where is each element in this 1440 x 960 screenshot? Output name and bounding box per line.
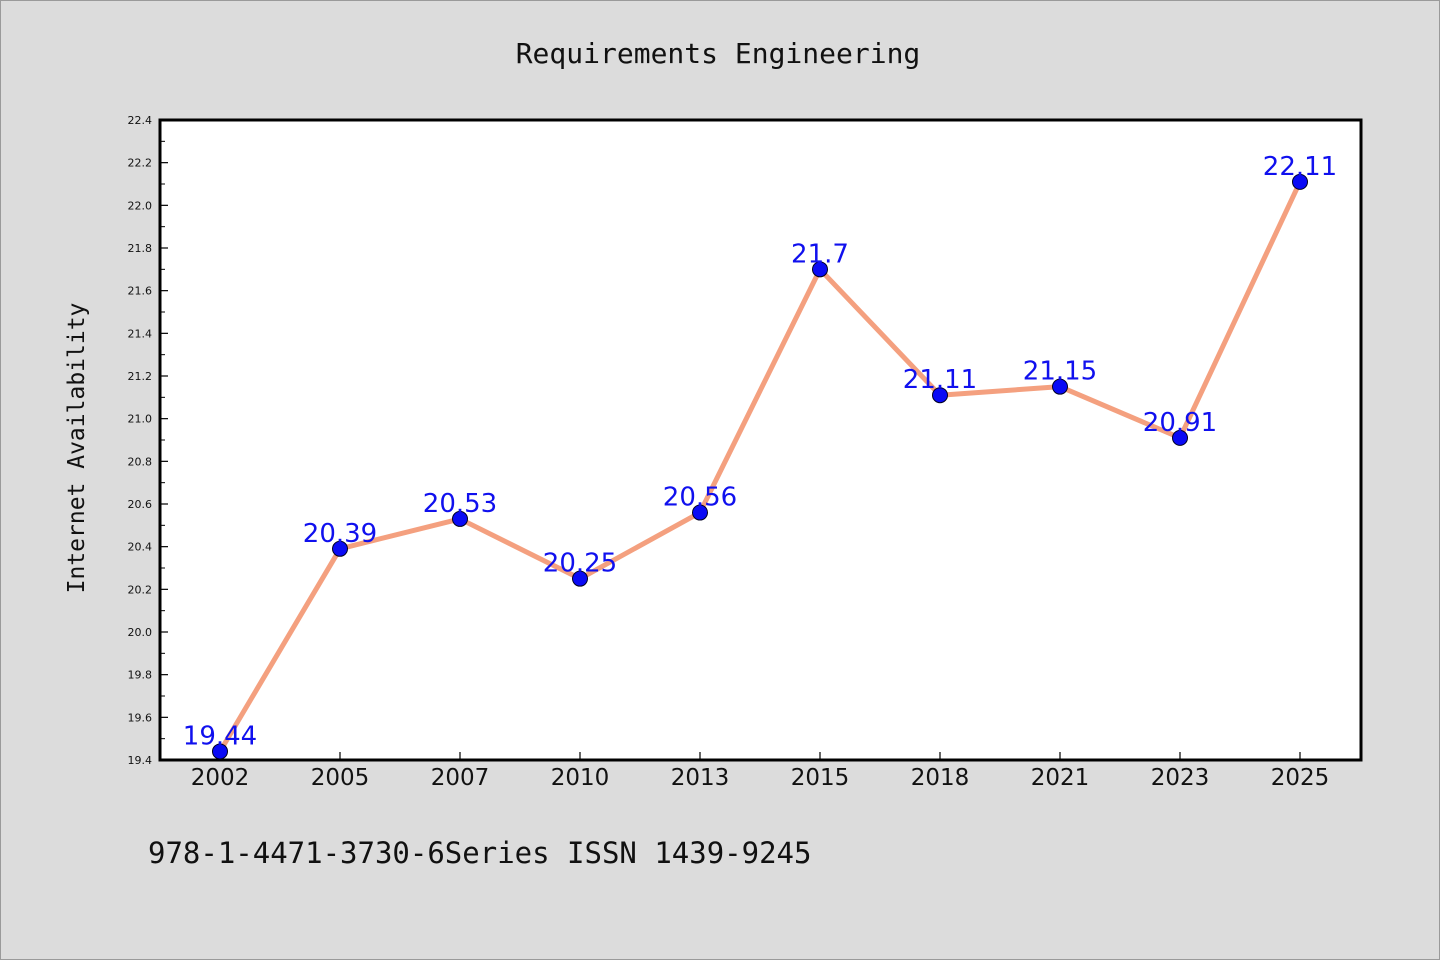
data-point bbox=[332, 540, 348, 557]
data-point bbox=[692, 504, 708, 521]
y-tick-label: 21.4 bbox=[128, 327, 153, 340]
y-tick-label: 22.0 bbox=[128, 199, 153, 212]
x-tick-label: 2025 bbox=[1271, 765, 1330, 791]
x-tick-label: 2002 bbox=[191, 765, 250, 791]
data-point bbox=[812, 261, 828, 278]
x-tick-label: 2013 bbox=[671, 765, 730, 791]
y-tick-label: 20.4 bbox=[128, 541, 153, 554]
data-markers bbox=[212, 173, 1308, 760]
data-label: 21.11 bbox=[903, 365, 977, 395]
chart-title: Requirements Engineering bbox=[516, 37, 921, 70]
y-axis-label: Internet Availability bbox=[64, 303, 90, 594]
y-tick-label: 20.6 bbox=[128, 498, 153, 511]
x-tick-label: 2010 bbox=[551, 765, 610, 791]
data-point bbox=[212, 743, 228, 760]
y-tick-label: 19.6 bbox=[128, 711, 153, 724]
x-axis-ticks: 2002 2005 2007 2010 2013 2015 2018 2021 2023 2025 bbox=[191, 752, 1330, 791]
data-point bbox=[572, 570, 588, 587]
y-tick-label: 20.8 bbox=[128, 455, 153, 468]
x-tick-label: 2021 bbox=[1031, 765, 1090, 791]
data-label: 21.7 bbox=[791, 239, 849, 269]
y-axis-ticks: 19.4 19.6 19.8 20.0 20.2 20.4 20.6 20.8 21.0 21.2… bbox=[128, 114, 168, 767]
x-tick-label: 2005 bbox=[311, 765, 370, 791]
data-label: 20.25 bbox=[543, 549, 617, 579]
data-label: 20.56 bbox=[663, 483, 737, 513]
data-point bbox=[932, 387, 948, 404]
y-tick-label: 19.4 bbox=[128, 754, 153, 767]
y-tick-label: 21.2 bbox=[128, 370, 153, 383]
data-label: 19.44 bbox=[183, 721, 257, 751]
y-tick-label: 22.2 bbox=[128, 157, 153, 170]
data-label: 20.53 bbox=[423, 489, 497, 519]
data-point bbox=[452, 510, 468, 527]
data-label: 20.91 bbox=[1143, 408, 1217, 438]
x-tick-label: 2015 bbox=[791, 765, 850, 791]
series-line bbox=[217, 180, 1303, 753]
data-label: 20.39 bbox=[303, 519, 377, 549]
y-tick-label: 21.8 bbox=[128, 242, 153, 255]
y-tick-label: 20.0 bbox=[128, 626, 153, 639]
y-tick-label: 22.4 bbox=[128, 114, 153, 127]
data-point bbox=[1292, 173, 1308, 190]
data-point bbox=[1052, 378, 1068, 395]
y-tick-label: 21.0 bbox=[128, 413, 153, 426]
plot-area bbox=[158, 118, 1363, 762]
y-tick-label: 21.6 bbox=[128, 285, 153, 298]
y-tick-label: 19.8 bbox=[128, 669, 153, 682]
x-tick-label: 2023 bbox=[1151, 765, 1210, 791]
data-label: 22.11 bbox=[1263, 152, 1337, 182]
data-point bbox=[1172, 429, 1188, 446]
x-tick-label: 2007 bbox=[431, 765, 490, 791]
x-tick-label: 2018 bbox=[911, 765, 970, 791]
y-tick-label: 20.2 bbox=[128, 583, 153, 596]
footnote-text: 978-1-4471-3730-6Series ISSN 1439-9245 bbox=[148, 836, 811, 870]
data-label: 21.15 bbox=[1023, 357, 1097, 387]
data-labels: 19.44 20.39 20.53 20.25 20.56 21.7 21.11 21.15 2… bbox=[183, 152, 1337, 752]
